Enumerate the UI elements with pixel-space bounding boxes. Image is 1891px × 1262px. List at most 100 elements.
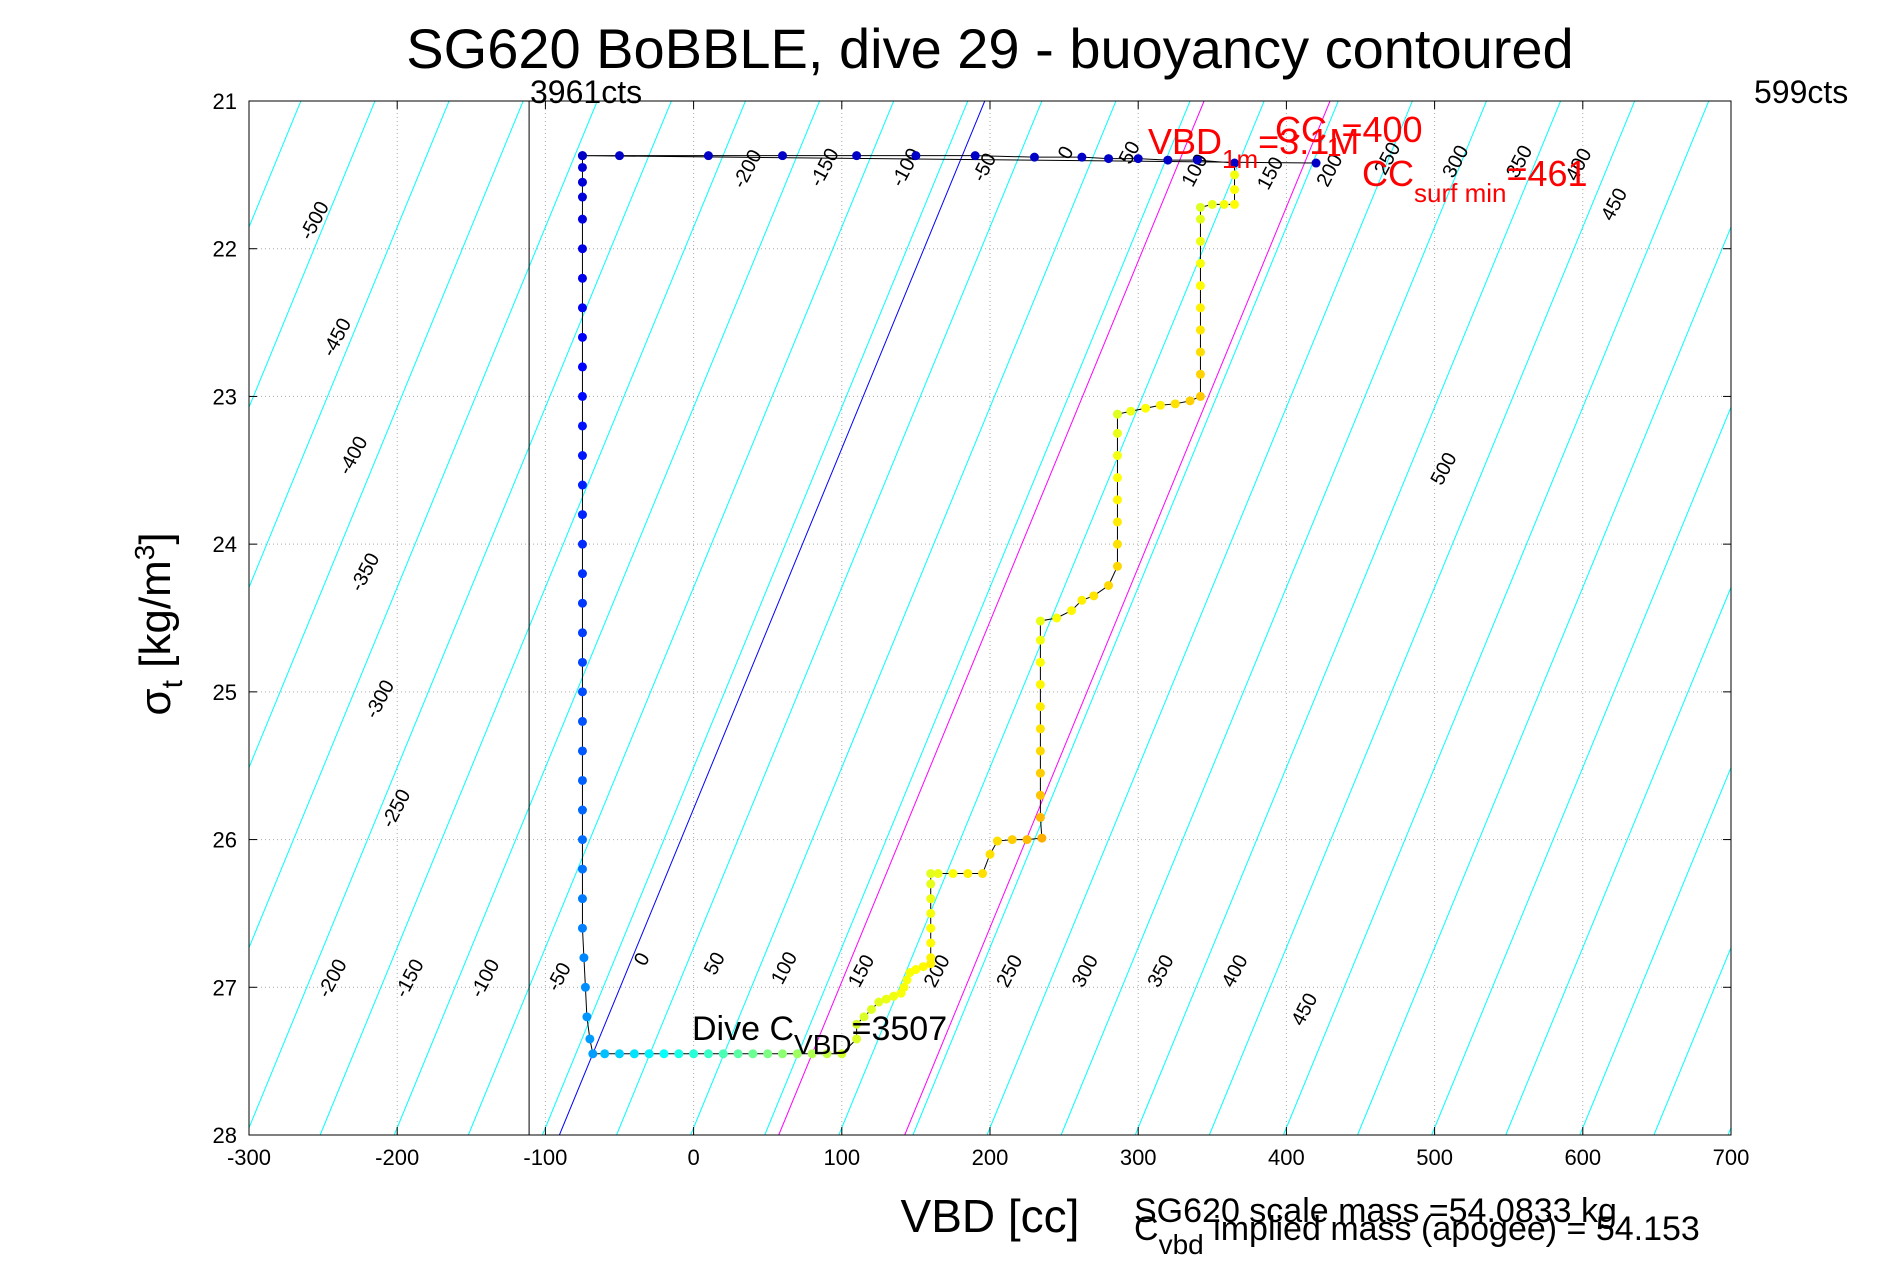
dive-point bbox=[1112, 539, 1122, 549]
dive-point bbox=[926, 923, 936, 933]
cts-right-label: 599cts bbox=[1754, 74, 1848, 110]
isoline-label: 50 bbox=[700, 949, 730, 979]
isoline-label: 300 bbox=[1068, 951, 1103, 991]
dive-point bbox=[659, 1049, 669, 1059]
dive-point bbox=[1311, 158, 1321, 168]
dive-point bbox=[577, 687, 587, 697]
dive-point bbox=[985, 849, 995, 859]
zero-buoyancy-line bbox=[558, 101, 986, 1135]
dive-point bbox=[926, 869, 936, 879]
buoyancy-isoline bbox=[1134, 101, 1562, 1135]
grid bbox=[249, 101, 1731, 1135]
dive-point bbox=[577, 569, 587, 579]
dive-point bbox=[1067, 606, 1077, 616]
cc-line-1-line bbox=[778, 101, 1205, 1135]
x-tick-label: 300 bbox=[1120, 1145, 1157, 1170]
dive-point bbox=[1195, 391, 1205, 401]
dive-point bbox=[577, 628, 587, 638]
dive-point bbox=[588, 1049, 598, 1059]
dive-point bbox=[703, 1049, 713, 1059]
dive-point bbox=[1185, 396, 1195, 406]
dive-point bbox=[577, 273, 587, 283]
dive-point bbox=[822, 1049, 832, 1059]
dive-point bbox=[918, 962, 928, 972]
dive-point bbox=[582, 1012, 592, 1022]
dive-points bbox=[577, 151, 1321, 1059]
dive-track-line bbox=[581, 155, 1317, 1055]
x-axis-label: VBD [cc] bbox=[901, 1190, 1080, 1242]
buoyancy-isoline bbox=[319, 101, 746, 1135]
buoyancy-isoline bbox=[541, 101, 969, 1135]
dive-point bbox=[674, 1049, 684, 1059]
axis-ticks: -300 -200 -100 0 100 200 300 400 500 600 700212223… bbox=[213, 89, 1750, 1170]
isoline-label: -450 bbox=[318, 315, 356, 361]
dive-point bbox=[926, 953, 936, 963]
dive-point bbox=[1112, 451, 1122, 461]
dive-point bbox=[1195, 236, 1205, 246]
dive-point bbox=[1035, 657, 1045, 667]
y-tick-label: 28 bbox=[213, 1123, 237, 1148]
dive-point bbox=[689, 1049, 699, 1059]
dive-track bbox=[581, 155, 1317, 1055]
isoline-labels: -500-200 -150 -100 -50 0 50 100 150 200 250 300 350… bbox=[296, 138, 1632, 1030]
y-tick-label: 24 bbox=[213, 532, 237, 557]
dive-point bbox=[963, 869, 973, 879]
dive-point bbox=[1126, 406, 1136, 416]
x-tick-label: 0 bbox=[687, 1145, 699, 1170]
dive-point bbox=[992, 836, 1002, 846]
dive-point bbox=[577, 421, 587, 431]
dive-point bbox=[911, 965, 921, 975]
dive-point bbox=[1112, 517, 1122, 527]
dive-point bbox=[1089, 591, 1099, 601]
dive-point bbox=[577, 192, 587, 202]
buoyancy-isoline bbox=[249, 101, 524, 769]
dive-cvbd-annotation: Dive CVBD=3507 bbox=[692, 1010, 947, 1060]
buoyancy-isoline bbox=[0, 101, 153, 1135]
dive-point bbox=[1195, 281, 1205, 291]
dive-point bbox=[1192, 155, 1202, 165]
dive-point bbox=[1230, 199, 1240, 209]
x-tick-label: -200 bbox=[375, 1145, 419, 1170]
dive-point bbox=[1037, 833, 1047, 843]
buoyancy-isoline bbox=[986, 101, 1413, 1135]
isoline-label: 0 bbox=[1054, 143, 1079, 163]
x-tick-label: 100 bbox=[823, 1145, 860, 1170]
dive-point bbox=[874, 997, 884, 1007]
dive-point bbox=[926, 938, 936, 948]
buoyancy-isoline bbox=[1208, 101, 1636, 1135]
dive-point bbox=[778, 1049, 788, 1059]
dive-point bbox=[1035, 812, 1045, 822]
dive-point bbox=[889, 991, 899, 1001]
special-lines bbox=[528, 101, 1331, 1135]
dive-point bbox=[1195, 258, 1205, 268]
isoline-label: 50 bbox=[1115, 138, 1145, 168]
isoline-label: -100 bbox=[887, 145, 925, 191]
dive-point bbox=[926, 894, 936, 904]
dive-point bbox=[1230, 170, 1240, 180]
isoline-label: -350 bbox=[346, 550, 384, 596]
x-tick-label: 600 bbox=[1564, 1145, 1601, 1170]
buoyancy-isoline bbox=[1282, 101, 1710, 1135]
dive-point bbox=[1035, 790, 1045, 800]
y-axis-label: σt [kg/m3] bbox=[129, 532, 189, 715]
dive-point bbox=[703, 151, 713, 161]
dive-point bbox=[1112, 409, 1122, 419]
dive-point bbox=[1195, 325, 1205, 335]
dive-point bbox=[577, 923, 587, 933]
x-tick-label: 700 bbox=[1713, 1145, 1750, 1170]
dive-point bbox=[948, 869, 958, 879]
buoyancy-isoline bbox=[249, 101, 598, 949]
buoyancy-isoline bbox=[0, 101, 227, 1135]
buoyancy-isoline bbox=[1431, 405, 1731, 1135]
x-tick-label: 500 bbox=[1416, 1145, 1453, 1170]
dive-point bbox=[615, 1049, 624, 1059]
dive-point bbox=[1035, 746, 1045, 756]
isoline-label: 100 bbox=[767, 948, 802, 988]
dive-point bbox=[852, 1019, 862, 1029]
dive-point bbox=[1035, 635, 1045, 645]
buoyancy-isoline bbox=[467, 101, 895, 1135]
buoyancy-isoline bbox=[1727, 1126, 1731, 1135]
dive-point bbox=[1035, 724, 1045, 734]
isoline-label: 300 bbox=[1438, 142, 1473, 182]
